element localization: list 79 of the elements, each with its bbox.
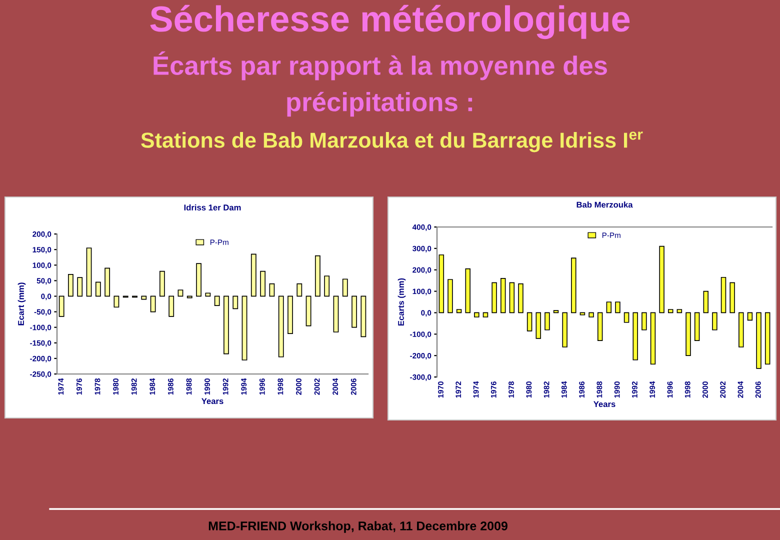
bar <box>178 290 184 297</box>
bar <box>448 279 453 314</box>
chart-title: Bab Merzouka <box>576 202 633 208</box>
bar <box>738 312 744 348</box>
bar <box>747 312 753 321</box>
bar <box>668 309 674 314</box>
bar <box>68 274 74 297</box>
bar <box>642 312 647 330</box>
bar <box>269 283 275 297</box>
bar <box>500 278 506 314</box>
bar <box>694 312 700 341</box>
bar <box>676 309 682 314</box>
y-axis-title: Ecarts (mm) <box>398 278 406 326</box>
text: MED-FRIEND Workshop, Rabat, 11 Decembre 2009 <box>208 521 508 533</box>
bar <box>456 309 462 314</box>
bar <box>509 282 515 314</box>
bar <box>597 312 603 341</box>
bar <box>250 254 256 297</box>
bar <box>288 296 293 334</box>
bar <box>77 277 83 297</box>
bar <box>562 312 568 348</box>
bar <box>168 296 174 317</box>
bar <box>730 282 735 314</box>
bar <box>712 312 718 330</box>
bar <box>58 296 64 317</box>
bar <box>104 268 110 297</box>
bar <box>482 312 488 318</box>
bar <box>296 283 302 297</box>
bar <box>615 302 620 314</box>
bar <box>518 283 524 314</box>
bar <box>465 268 470 314</box>
bar <box>333 296 339 332</box>
bar <box>342 278 348 297</box>
bar <box>352 296 357 328</box>
bar <box>438 254 444 314</box>
chart-title: Idriss 1er Dam <box>184 204 241 210</box>
bar <box>544 312 550 330</box>
bar <box>260 270 266 297</box>
bar <box>95 282 101 297</box>
bar <box>580 312 586 316</box>
bar <box>756 312 762 369</box>
bar <box>360 296 366 338</box>
bar <box>86 248 92 297</box>
bar <box>278 296 284 358</box>
bar <box>159 270 165 297</box>
bar <box>686 312 691 356</box>
bar <box>214 296 220 306</box>
y-axis-title: Ecart (mm) <box>18 282 26 326</box>
text: Stations de Bab Marzouka et du Barrage Idriss I$^{er}$ <box>141 132 643 152</box>
bar <box>242 296 248 360</box>
bar <box>703 290 709 314</box>
bar <box>306 296 312 326</box>
bar <box>196 263 202 297</box>
bar <box>536 312 542 339</box>
bar <box>492 282 497 314</box>
bar <box>650 312 656 365</box>
bar <box>150 296 156 312</box>
bar <box>232 296 238 310</box>
text: Sécheresse météorologique <box>150 4 630 40</box>
bar <box>659 246 664 314</box>
bar <box>114 296 120 308</box>
bar <box>588 312 594 318</box>
bar <box>324 276 330 297</box>
bar <box>624 312 630 323</box>
bar <box>571 258 576 314</box>
text: Écarts par rapport à la moyenne des précipitations : <box>154 51 607 117</box>
bar <box>224 296 229 354</box>
bar <box>314 255 320 297</box>
bar <box>474 312 480 318</box>
bar <box>526 312 532 332</box>
x-axis-title: Years <box>594 401 616 408</box>
bar <box>553 310 559 314</box>
x-axis-title: Years <box>202 398 224 404</box>
bar <box>720 276 726 314</box>
bar <box>632 312 638 360</box>
bar <box>141 296 147 300</box>
bar <box>606 302 612 314</box>
bar <box>764 312 770 365</box>
bar <box>205 292 211 297</box>
